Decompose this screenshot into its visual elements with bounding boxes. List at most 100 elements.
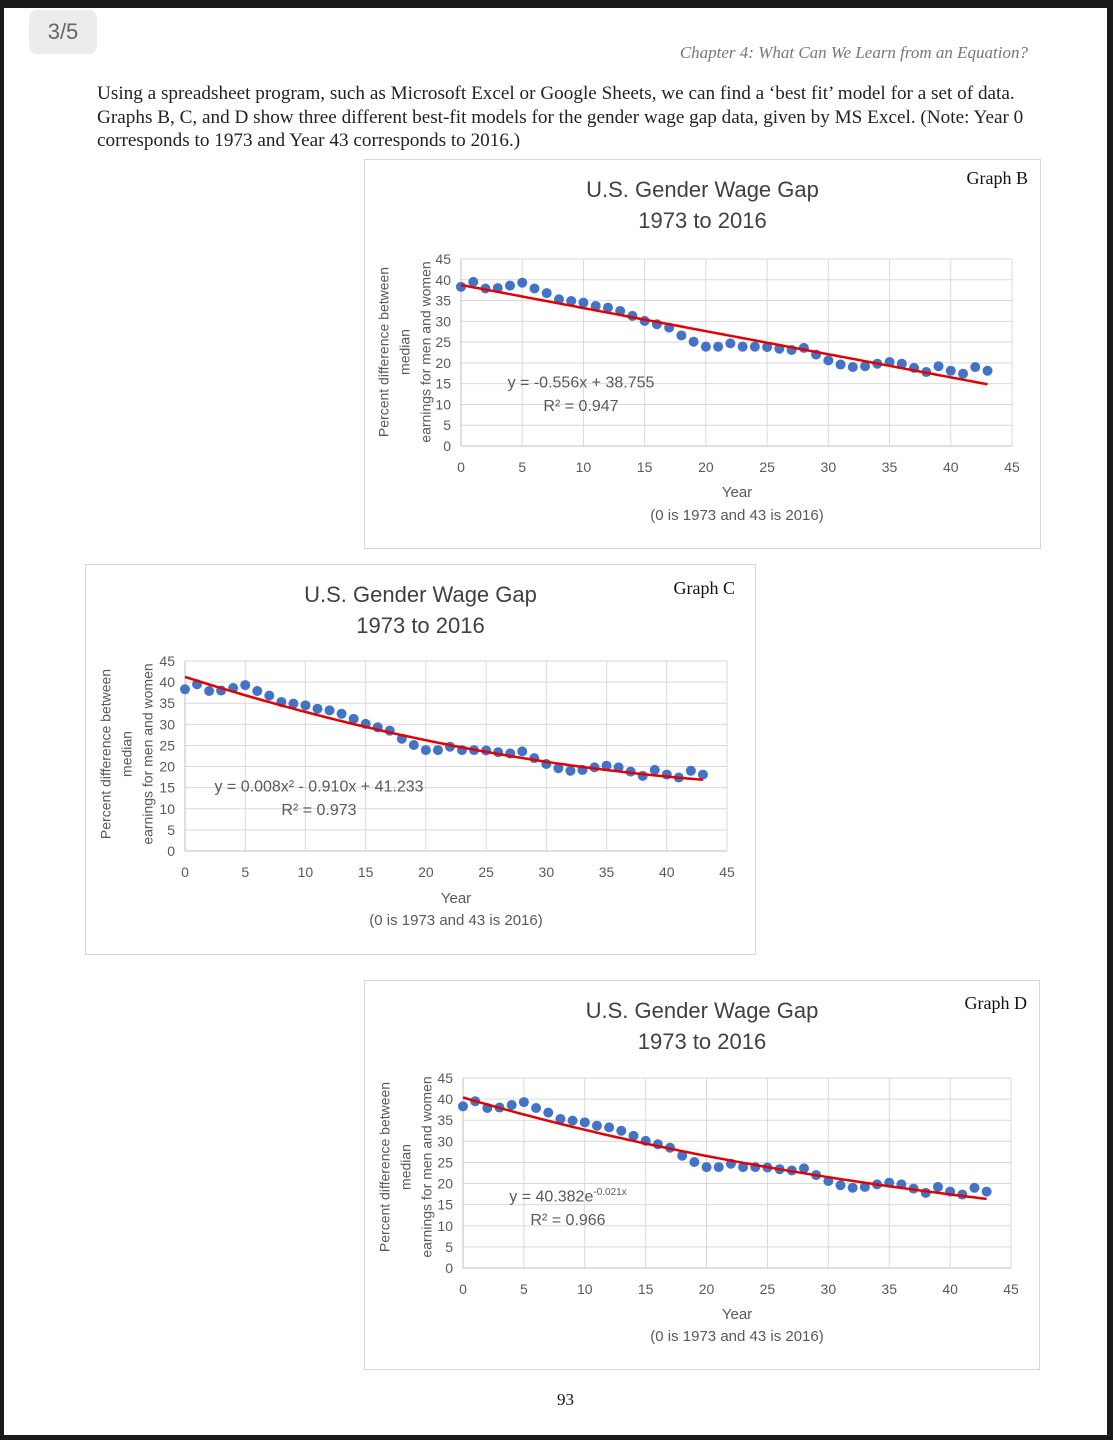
x-tick-label: 35: [599, 864, 615, 880]
chart-title: U.S. Gender Wage Gap 1973 to 2016: [365, 995, 1039, 1057]
data-point: [601, 760, 612, 771]
x-tick-label: 30: [821, 459, 837, 475]
y-axis-label: Percent difference between median earning…: [96, 654, 159, 854]
x-axis-label: Year: [721, 484, 753, 501]
x-axis-label: Year: [440, 890, 472, 907]
x-tick-label: 25: [478, 864, 494, 880]
data-point: [180, 684, 190, 695]
data-point: [324, 705, 335, 716]
data-point: [531, 1102, 542, 1113]
graph-d: 0 5 10 15 20 25 30 35 40 45 0 5 10 15 20 25 30 35 40 45 U.S…: [364, 980, 1040, 1370]
data-point: [896, 358, 907, 369]
data-point: [981, 1186, 992, 1197]
y-tick-label: 0: [445, 1260, 453, 1276]
data-point: [637, 770, 648, 781]
data-point: [517, 746, 528, 757]
data-point: [336, 708, 347, 719]
data-point: [859, 1181, 870, 1192]
y-axis-label: Percent difference between median earning…: [374, 252, 437, 452]
data-point: [676, 330, 687, 341]
graph-c-plot: 0 5 10 15 20 25 30 35 40 45 0 5 10 15 20 25 30 35 40 45: [159, 653, 735, 880]
data-point: [543, 1107, 554, 1118]
x-tick-label: 10: [576, 459, 592, 475]
data-point: [566, 295, 577, 306]
data-point: [504, 280, 515, 291]
data-point: [677, 1150, 688, 1161]
y-axis-label-line2: earnings for men and women: [139, 663, 156, 845]
data-point: [713, 1162, 724, 1173]
x-axis-sublabel: (0 is 1973 and 43 is 2016): [650, 1328, 824, 1345]
data-point: [847, 362, 858, 373]
data-point: [602, 302, 613, 313]
x-tick-label: 30: [539, 864, 555, 880]
y-tick-label: 45: [437, 1070, 453, 1086]
x-axis-label: Year: [721, 1306, 753, 1323]
data-point: [969, 1182, 980, 1193]
x-tick-label: 40: [943, 459, 959, 475]
y-tick-label: 10: [437, 1218, 453, 1234]
x-tick-label: 45: [1003, 1281, 1019, 1297]
y-tick-label: 15: [437, 1197, 453, 1213]
y-tick-label: 0: [443, 438, 451, 454]
data-point: [823, 355, 834, 366]
chart-title-line2: 1973 to 2016: [637, 1029, 767, 1054]
data-point: [529, 283, 540, 294]
data-point: [970, 362, 981, 373]
data-point: [945, 365, 956, 376]
data-point: [567, 1115, 578, 1126]
data-point: [517, 277, 528, 288]
page-indicator-badge: 3/5: [29, 10, 97, 54]
y-tick-label: 35: [435, 293, 451, 309]
data-point: [240, 680, 251, 691]
data-point: [590, 300, 601, 311]
graph-label: Graph C: [673, 578, 736, 598]
data-point: [649, 764, 660, 775]
data-point: [300, 700, 311, 711]
chart-title: U.S. Gender Wage Gap 1973 to 2016: [365, 174, 1040, 236]
x-axis-sublabel: (0 is 1973 and 43 is 2016): [369, 912, 543, 929]
trendline: [462, 1096, 987, 1201]
x-tick-label: 45: [719, 864, 735, 880]
graph-b-plot: 0 5 10 15 20 25 30 35 40 45 0 5 10 15 20 25 30 35 40 45: [435, 251, 1020, 475]
x-axis-sublabel: (0 is 1973 and 43 is 2016): [650, 507, 824, 524]
graph-label: Graph D: [964, 993, 1027, 1013]
graph-c: 0 5 10 15 20 25 30 35 40 45 0 5 10 15 20 25 30 35 40 45 U.S…: [85, 564, 756, 955]
data-point: [713, 341, 724, 352]
y-tick-label: 40: [159, 674, 175, 690]
x-tick-label: 0: [459, 1281, 467, 1297]
equation-exponent: -0.021x: [593, 1187, 627, 1198]
x-tick-label: 20: [699, 1281, 715, 1297]
y-tick-label: 20: [437, 1176, 453, 1192]
data-point: [288, 698, 299, 709]
x-tick-label: 35: [881, 1281, 897, 1297]
equation-text: y = -0.556x + 38.755: [507, 374, 655, 392]
y-axis-label-line2: earnings for men and women: [418, 1076, 435, 1258]
data-point: [506, 1100, 517, 1111]
x-tick-label: 25: [760, 1281, 776, 1297]
y-tick-label: 25: [435, 334, 451, 350]
y-tick-label: 5: [445, 1239, 453, 1255]
y-tick-label: 35: [437, 1112, 453, 1128]
x-tick-label: 20: [698, 459, 714, 475]
data-point: [616, 1125, 627, 1136]
y-tick-label: 25: [159, 737, 175, 753]
y-tick-label: 5: [167, 822, 175, 838]
r-squared: R² = 0.973: [281, 802, 357, 820]
x-tick-label: 40: [659, 864, 675, 880]
graph-b: 0 5 10 15 20 25 30 35 40 45 0 5 10 15 20 25 30 35 40 45 U.S…: [364, 159, 1041, 549]
y-axis-label-line2: earnings for men and women: [417, 261, 434, 443]
y-tick-label: 30: [159, 716, 175, 732]
r-squared: R² = 0.947: [543, 398, 619, 416]
data-point: [204, 685, 215, 696]
y-tick-label: 10: [435, 396, 451, 412]
data-point: [420, 745, 431, 756]
trendline: [184, 675, 704, 781]
data-point: [553, 763, 564, 774]
data-point: [725, 338, 736, 349]
data-point: [518, 1097, 529, 1108]
chart-title-line2: 1973 to 2016: [638, 208, 767, 233]
x-tick-label: 15: [637, 459, 653, 475]
y-tick-label: 30: [435, 313, 451, 329]
x-tick-label: 45: [1004, 459, 1020, 475]
data-point: [738, 1162, 749, 1173]
